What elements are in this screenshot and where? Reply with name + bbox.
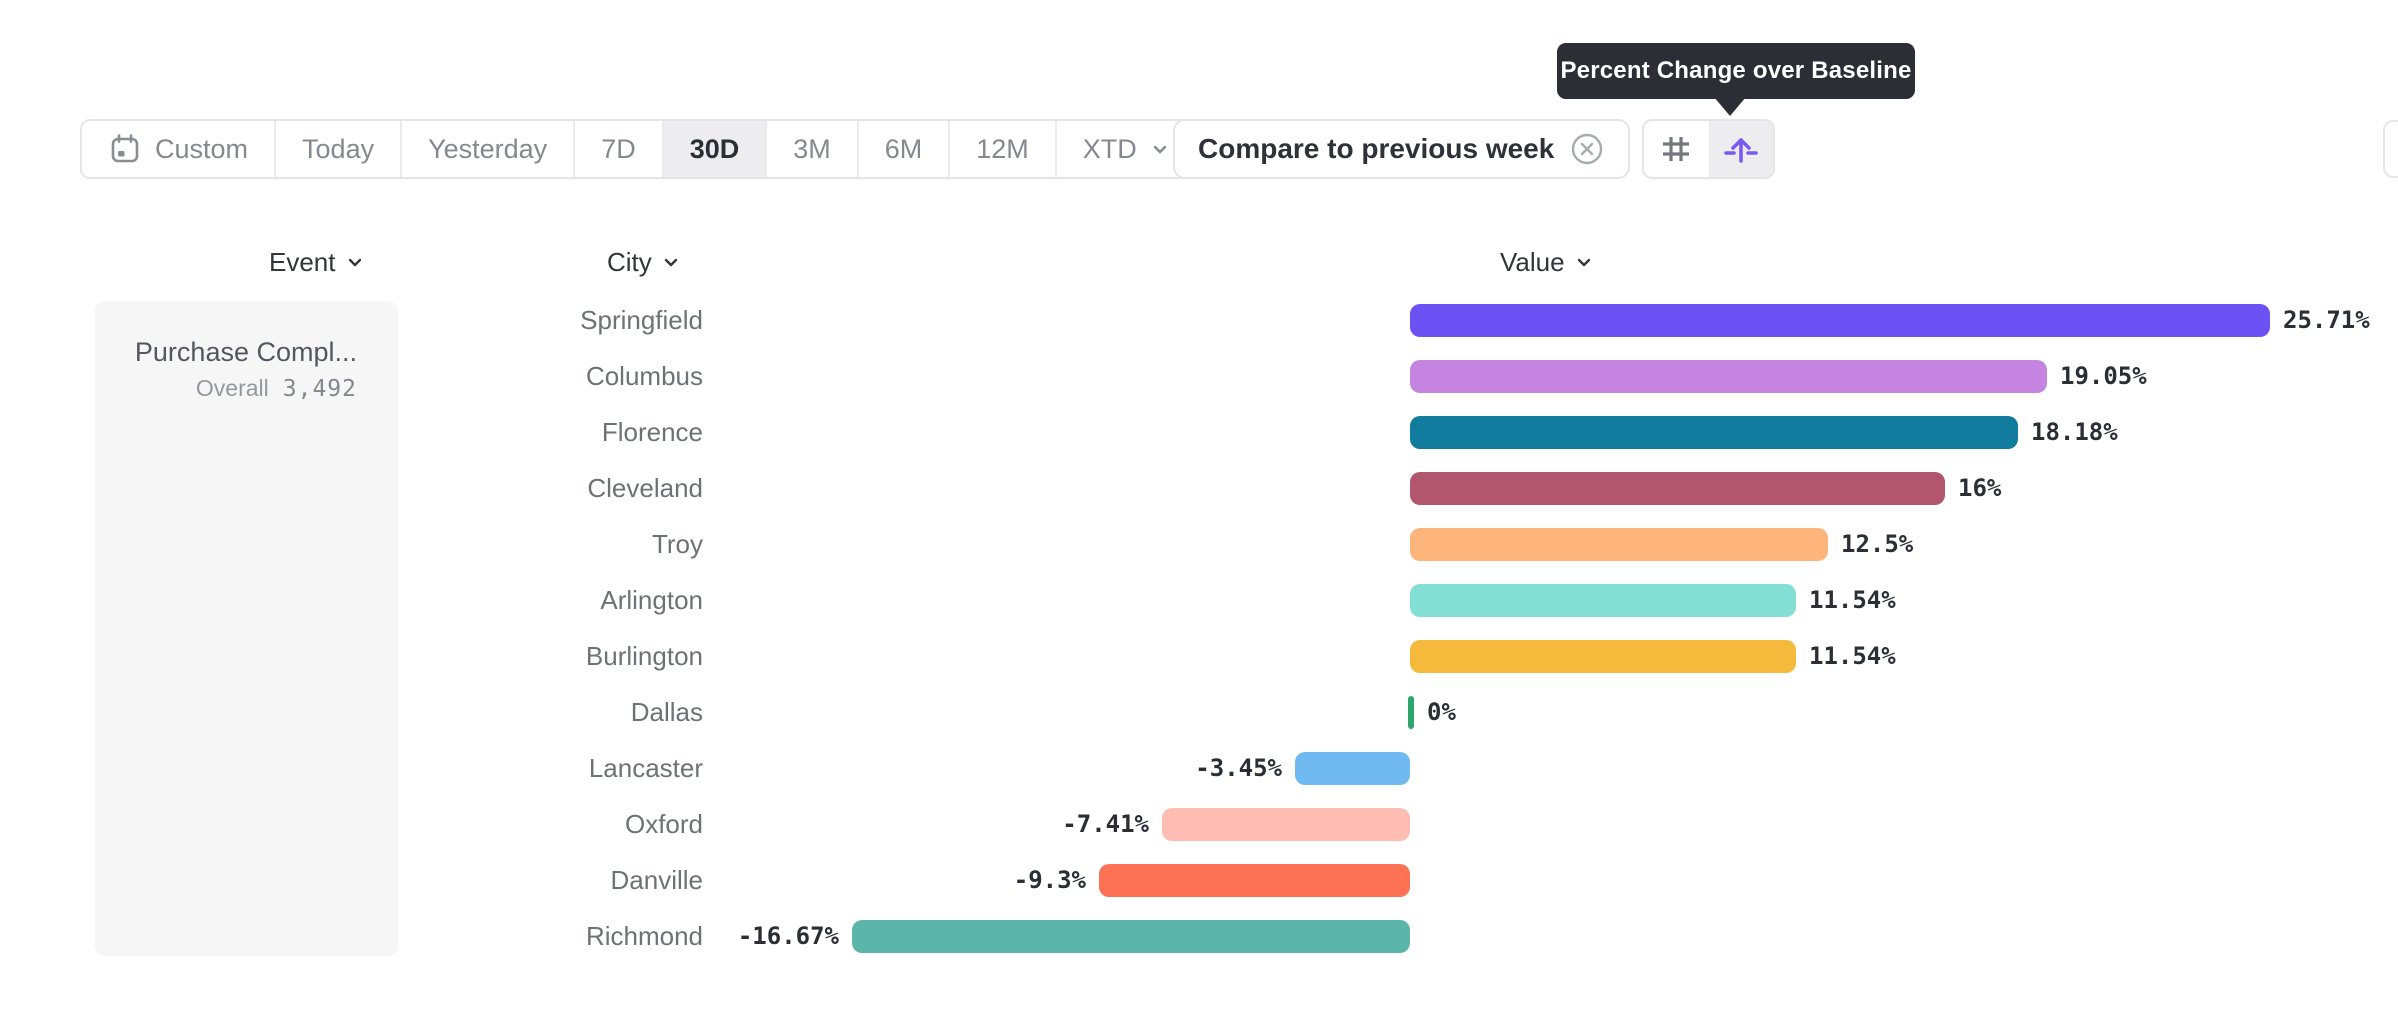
chevron-down-icon — [661, 252, 681, 272]
value-label: 11.54% — [1809, 586, 1896, 614]
tooltip: Percent Change over Baseline — [1557, 43, 1915, 99]
date-range-label: Yesterday — [428, 133, 548, 164]
calendar-icon — [108, 132, 142, 166]
date-range-label: 12M — [976, 133, 1029, 164]
value-bar[interactable] — [1410, 640, 1796, 673]
date-range-label: 30D — [689, 133, 740, 164]
value-bar[interactable] — [1099, 864, 1410, 897]
baseline-arrow-icon — [1721, 129, 1761, 169]
date-range-label: XTD — [1082, 133, 1137, 164]
chevron-down-icon — [1150, 139, 1170, 159]
value-bar[interactable] — [1295, 752, 1410, 785]
event-overall-row: Overall 3,492 — [95, 375, 357, 402]
compare-chip-label: Compare to previous week — [1198, 133, 1555, 164]
overall-label: Overall — [195, 375, 269, 401]
value-bar[interactable] — [1410, 360, 2047, 393]
city-label: Springfield — [580, 305, 703, 335]
value-bar[interactable] — [1410, 528, 1828, 561]
date-range-12m[interactable]: 12M — [950, 121, 1057, 177]
city-label: Lancaster — [588, 753, 703, 783]
grid-icon — [1658, 131, 1694, 167]
date-range-xtd[interactable]: XTD — [1056, 121, 1196, 177]
column-header-value-label: Value — [1500, 246, 1565, 277]
city-label: Arlington — [600, 585, 703, 615]
value-bar[interactable] — [852, 920, 1410, 953]
value-label: 11.54% — [1809, 642, 1896, 670]
value-label: -3.45% — [1195, 754, 1282, 782]
date-range-6m[interactable]: 6M — [858, 121, 951, 177]
date-range-label: Custom — [155, 133, 249, 164]
tooltip-text: Percent Change over Baseline — [1560, 57, 1912, 84]
value-label: -7.41% — [1062, 810, 1149, 838]
chevron-down-icon — [1574, 252, 1594, 272]
value-label: 12.5% — [1841, 530, 1914, 558]
city-label: Columbus — [585, 361, 703, 391]
event-name: Purchase Compl... — [134, 337, 357, 367]
city-label: Oxford — [624, 809, 703, 839]
value-bar[interactable] — [1410, 304, 2270, 337]
column-header-city-label: City — [607, 246, 652, 277]
date-range-label: 6M — [884, 133, 923, 164]
value-label: 0% — [1427, 698, 1456, 726]
circle-x-icon[interactable] — [1569, 131, 1605, 167]
column-header-event[interactable]: Event — [269, 247, 365, 277]
value-bar[interactable] — [1410, 584, 1796, 617]
value-label: 18.18% — [2031, 418, 2118, 446]
baseline-view-button[interactable] — [1708, 121, 1773, 177]
date-range-label: Today — [302, 133, 375, 164]
column-header-event-label: Event — [269, 246, 336, 277]
value-bar[interactable] — [1410, 416, 2018, 449]
date-range-group: Custom Today Yesterday 7D 30D 3M 6M 12M XTD — [80, 119, 1198, 179]
city-label: Florence — [601, 417, 703, 447]
grid-view-button[interactable] — [1644, 121, 1709, 177]
city-label: Cleveland — [587, 473, 703, 503]
value-label: -9.3% — [1013, 866, 1086, 894]
date-range-7d[interactable]: 7D — [575, 121, 664, 177]
date-range-label: 7D — [601, 133, 636, 164]
value-label: 16% — [1958, 474, 2002, 502]
partial-button-right-edge[interactable] — [2383, 120, 2398, 178]
overall-value: 3,492 — [282, 376, 357, 402]
date-range-label: 3M — [793, 133, 831, 164]
value-bar[interactable] — [1408, 696, 1414, 729]
date-range-today[interactable]: Today — [276, 121, 403, 177]
date-range-30d[interactable]: 30D — [663, 121, 768, 177]
city-label: Danville — [610, 865, 704, 895]
value-label: 25.71% — [2283, 306, 2370, 334]
city-label: Dallas — [630, 697, 703, 727]
value-label: -16.67% — [737, 922, 839, 950]
tooltip-arrow — [1714, 97, 1746, 116]
date-range-custom[interactable]: Custom — [82, 121, 277, 177]
chevron-down-icon — [345, 252, 365, 272]
column-header-city[interactable]: City — [607, 247, 681, 277]
city-label: Burlington — [585, 641, 703, 671]
date-range-3m[interactable]: 3M — [767, 121, 859, 177]
view-toggle-group — [1642, 119, 1775, 179]
city-label: Troy — [651, 529, 703, 559]
event-card[interactable]: Purchase Compl... Overall 3,492 — [95, 301, 398, 956]
date-range-yesterday[interactable]: Yesterday — [402, 121, 576, 177]
compare-chip[interactable]: Compare to previous week — [1173, 119, 1631, 179]
value-label: 19.05% — [2060, 362, 2147, 390]
value-bar[interactable] — [1162, 808, 1410, 841]
column-header-value[interactable]: Value — [1500, 247, 1594, 277]
value-bar[interactable] — [1410, 472, 1945, 505]
city-label: Richmond — [585, 921, 703, 951]
